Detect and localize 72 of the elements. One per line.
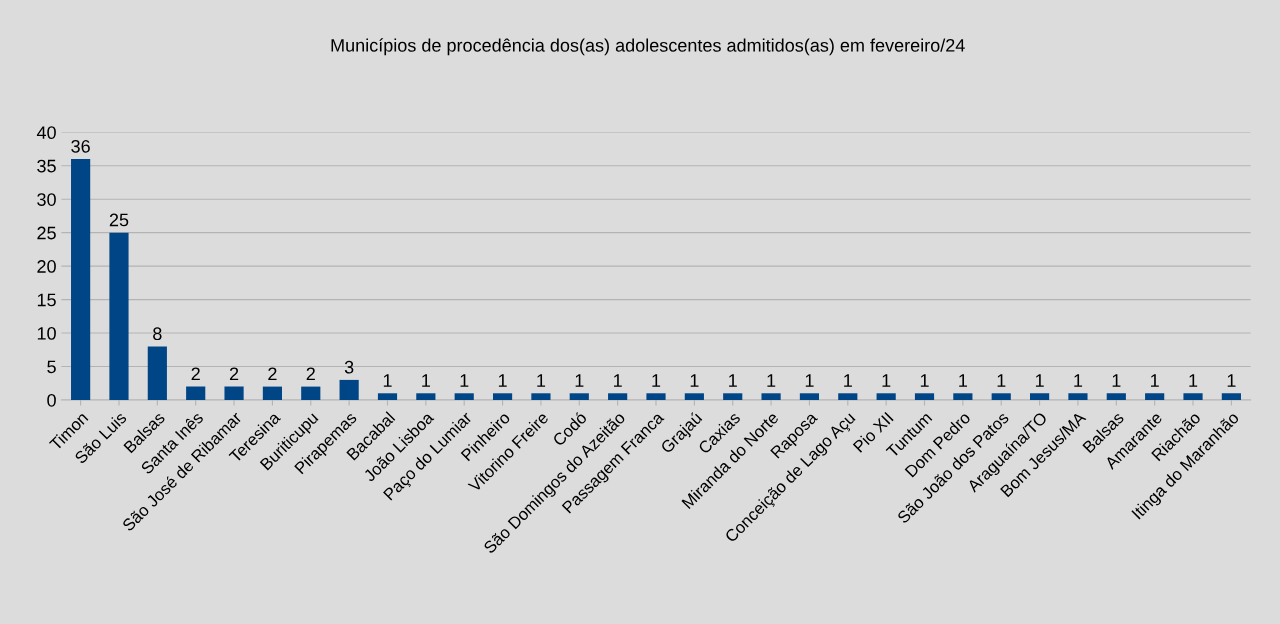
data-label: 1 xyxy=(1227,374,1236,387)
bar xyxy=(646,393,666,400)
data-label: 1 xyxy=(997,374,1006,387)
bar xyxy=(377,393,398,400)
data-label: 3 xyxy=(344,360,354,374)
bar xyxy=(569,393,589,400)
data-label: 1 xyxy=(614,374,622,387)
bar xyxy=(1106,393,1126,400)
y-tick-label: 40 xyxy=(36,126,56,140)
bar xyxy=(1030,393,1050,400)
bar xyxy=(339,379,359,400)
bar xyxy=(416,393,436,400)
y-tick-label: 35 xyxy=(37,159,56,173)
y-tick-label: 15 xyxy=(37,293,56,307)
data-label: 2 xyxy=(191,367,200,381)
bar xyxy=(492,393,513,400)
bar xyxy=(838,393,858,400)
bar xyxy=(224,386,244,400)
y-tick-label: 25 xyxy=(37,226,56,240)
y-tick-label: 10 xyxy=(37,326,56,340)
bar xyxy=(608,393,628,400)
data-label: 1 xyxy=(920,374,929,387)
y-tick-label: 5 xyxy=(47,360,56,374)
bar xyxy=(71,159,91,400)
bar xyxy=(723,393,743,400)
data-label: 1 xyxy=(1112,374,1121,387)
bar xyxy=(1221,393,1241,400)
data-label: 2 xyxy=(268,367,277,381)
data-label: 2 xyxy=(306,367,315,381)
data-label: 1 xyxy=(575,374,584,387)
data-label: 2 xyxy=(229,367,239,381)
data-label: 1 xyxy=(460,374,469,387)
data-label: 1 xyxy=(1189,374,1198,387)
data-label: 25 xyxy=(109,213,129,227)
data-label: 1 xyxy=(805,374,814,387)
bar xyxy=(1068,393,1088,400)
bar xyxy=(684,393,704,400)
data-label: 8 xyxy=(153,327,162,341)
y-tick-label: 30 xyxy=(37,193,56,206)
y-tick-label: 20 xyxy=(37,260,56,273)
data-label: 36 xyxy=(71,139,90,153)
bar xyxy=(147,346,167,400)
bar xyxy=(914,393,935,400)
data-label: 1 xyxy=(844,374,852,387)
bar xyxy=(953,393,973,400)
bar xyxy=(1145,393,1165,400)
data-label: 1 xyxy=(498,374,507,387)
data-label: 1 xyxy=(1151,374,1159,387)
bar xyxy=(262,386,282,400)
chart-title: Municípios de procedência dos(as) adolescentes admitidos(as) em fevereiro/24 xyxy=(331,38,965,56)
data-label: 1 xyxy=(1035,374,1044,387)
data-label: 1 xyxy=(959,374,968,387)
bar xyxy=(761,393,781,400)
data-label: 1 xyxy=(882,374,891,387)
bar xyxy=(991,393,1011,400)
bar xyxy=(186,386,206,400)
data-label: 1 xyxy=(1074,374,1083,387)
data-label: 1 xyxy=(767,374,776,387)
bar xyxy=(799,393,820,400)
bar xyxy=(454,393,474,400)
data-label: 1 xyxy=(422,374,430,387)
bar xyxy=(531,393,551,400)
bar xyxy=(301,386,321,400)
data-label: 1 xyxy=(652,374,661,387)
data-label: 1 xyxy=(729,374,737,387)
data-label: 1 xyxy=(537,374,546,387)
data-label: 1 xyxy=(690,374,699,387)
bar xyxy=(1183,393,1203,400)
y-tick-label: 0 xyxy=(47,393,56,407)
data-label: 1 xyxy=(383,374,392,387)
bar xyxy=(109,232,129,400)
bar xyxy=(876,393,896,400)
